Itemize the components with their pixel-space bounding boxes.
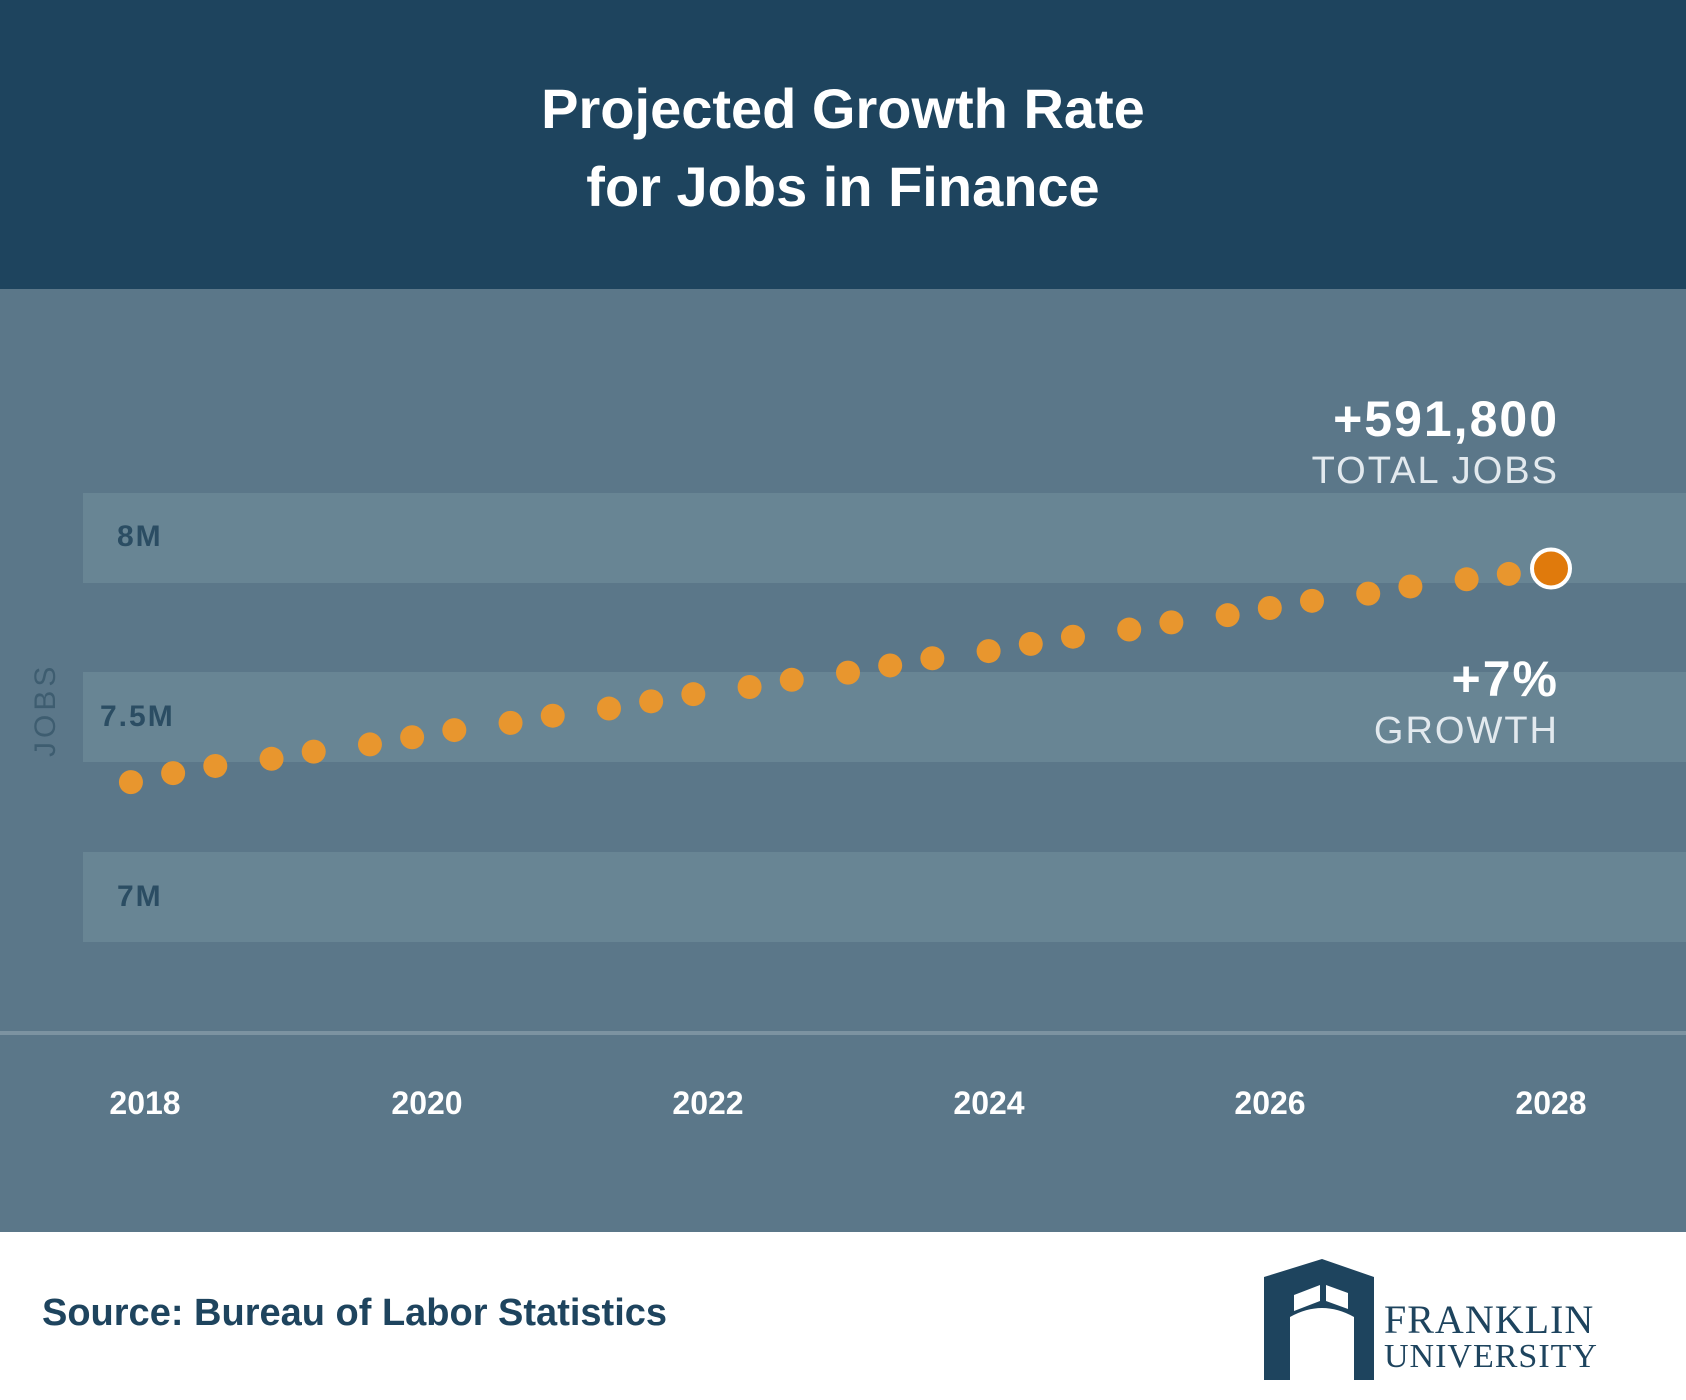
data-dot bbox=[681, 682, 706, 707]
dot-plot bbox=[118, 547, 1572, 795]
data-dot bbox=[203, 753, 228, 778]
data-dot bbox=[976, 639, 1001, 664]
band-8m bbox=[83, 493, 1686, 583]
data-dot bbox=[1496, 561, 1521, 586]
data-dot bbox=[357, 732, 382, 757]
band-7-5m bbox=[83, 672, 1686, 762]
title-line-1: Projected Growth Rate bbox=[541, 77, 1145, 140]
y-tick-8m: 8M bbox=[117, 520, 163, 553]
band-7m bbox=[83, 852, 1686, 942]
x-tick-2022: 2022 bbox=[672, 1085, 744, 1121]
y-tick-7m: 7M bbox=[117, 880, 163, 913]
source-credit: Source: Bureau of Labor Statistics bbox=[42, 1292, 668, 1334]
data-dot bbox=[779, 667, 804, 692]
x-tick-2024: 2024 bbox=[953, 1085, 1025, 1121]
data-dot bbox=[1117, 617, 1142, 642]
logo-line-1: FRANKLIN bbox=[1384, 1297, 1595, 1342]
growth-value: +7% bbox=[1451, 651, 1559, 707]
growth-callout: +7% GROWTH bbox=[1374, 650, 1559, 754]
data-dot bbox=[540, 703, 565, 728]
data-dot bbox=[1356, 581, 1381, 606]
data-dot bbox=[836, 660, 860, 685]
data-dot bbox=[301, 739, 326, 764]
data-dot bbox=[400, 725, 425, 750]
total-jobs-value: +591,800 bbox=[1333, 391, 1559, 447]
growth-label: GROWTH bbox=[1373, 710, 1559, 752]
data-dot bbox=[498, 710, 523, 735]
data-dot bbox=[1018, 631, 1043, 656]
data-dot bbox=[920, 646, 945, 671]
data-dot bbox=[639, 689, 664, 714]
x-axis-baseline bbox=[0, 1031, 1686, 1035]
total-jobs-label: TOTAL JOBS bbox=[1311, 450, 1559, 492]
data-dot bbox=[442, 718, 467, 743]
franklin-arch-icon bbox=[1264, 1259, 1374, 1380]
data-dot bbox=[161, 761, 186, 786]
footer bbox=[0, 1232, 1686, 1400]
x-tick-2018: 2018 bbox=[109, 1085, 181, 1121]
data-dot bbox=[1257, 596, 1282, 621]
data-dot bbox=[1398, 574, 1423, 599]
data-dot bbox=[1159, 610, 1184, 635]
x-tick-2020: 2020 bbox=[391, 1085, 463, 1121]
x-tick-2026: 2026 bbox=[1234, 1085, 1306, 1121]
logo-line-2: UNIVERSITY bbox=[1384, 1338, 1598, 1375]
x-tick-2028: 2028 bbox=[1515, 1085, 1587, 1121]
data-dot bbox=[1060, 624, 1085, 649]
data-dot bbox=[1215, 603, 1240, 628]
endpoint-dot bbox=[1530, 547, 1572, 590]
total-jobs-callout: +591,800 TOTAL JOBS bbox=[1312, 390, 1559, 494]
data-dot bbox=[259, 746, 284, 771]
chart-title: Projected Growth Rate for Jobs in Financ… bbox=[0, 70, 1686, 226]
data-dot bbox=[596, 696, 621, 721]
data-dot bbox=[118, 770, 143, 795]
data-dot bbox=[1454, 567, 1479, 592]
header-banner bbox=[0, 0, 1686, 289]
data-dot bbox=[1299, 588, 1324, 613]
y-tick-7-5m: 7.5M bbox=[100, 700, 175, 733]
title-line-2: for Jobs in Finance bbox=[586, 155, 1100, 218]
data-dot bbox=[737, 674, 762, 699]
data-dot bbox=[878, 653, 903, 678]
